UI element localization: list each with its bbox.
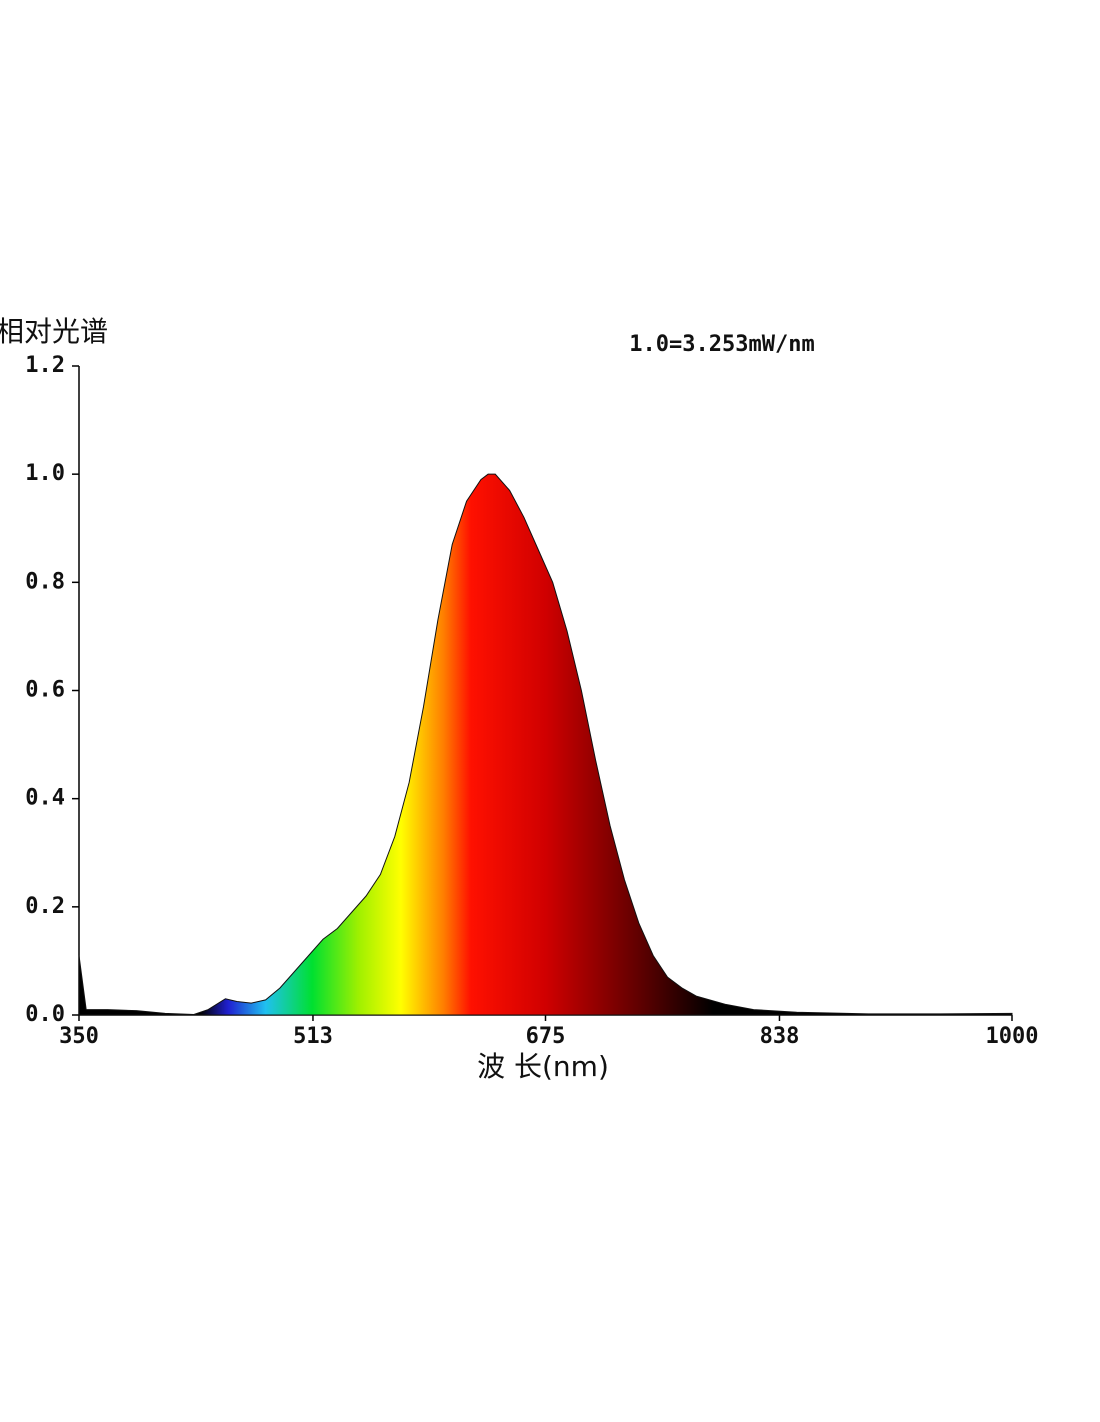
x-tick-label: 838: [760, 1024, 800, 1049]
y-tick-label: 1.0: [25, 461, 65, 486]
annotation: 1.0=3.253mW/nm: [629, 332, 814, 357]
y-tick-label: 0.4: [25, 786, 65, 811]
x-tick-label: 1000: [986, 1024, 1039, 1049]
y-tick-label: 0.0: [25, 1002, 65, 1027]
x-axis-label: 波 长(nm): [477, 1050, 609, 1083]
y-axis-label: 相对光谱: [0, 315, 108, 348]
y-tick-label: 0.8: [25, 569, 65, 594]
y-tick-label: 1.2: [25, 353, 65, 378]
spectrum-area: [78, 473, 1013, 1016]
x-tick-label: 350: [59, 1024, 99, 1049]
x-tick-label: 675: [526, 1024, 566, 1049]
x-tick-label: 513: [293, 1024, 333, 1049]
y-tick-label: 0.6: [25, 678, 65, 703]
y-tick-label: 0.2: [25, 894, 65, 919]
